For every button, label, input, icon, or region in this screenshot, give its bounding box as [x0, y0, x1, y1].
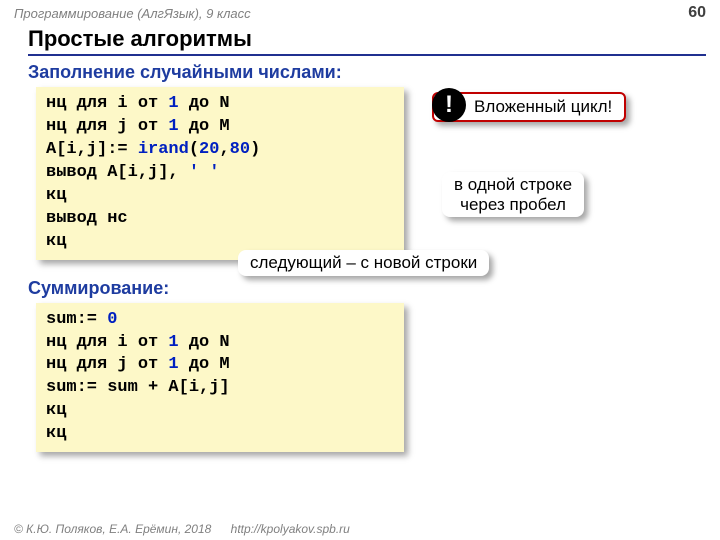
- section-sum-label: Суммирование:: [28, 278, 720, 299]
- callout-text: Вложенный цикл!: [474, 97, 612, 116]
- code-line: вывод A[i,j], ' ': [46, 163, 219, 182]
- code-line: кц: [46, 401, 66, 420]
- code-line: нц для j от 1 до M: [46, 117, 230, 136]
- copyright: © К.Ю. Поляков, Е.А. Ерёмин, 2018: [14, 522, 211, 536]
- code-line: нц для i от 1 до N: [46, 333, 230, 352]
- code-block-fill: нц для i от 1 до N нц для j от 1 до M A[…: [36, 87, 404, 260]
- code-line: нц для i от 1 до N: [46, 94, 230, 113]
- code-line: sum:= 0: [46, 310, 117, 329]
- exclamation-icon: !: [432, 88, 466, 122]
- code-line: нц для j от 1 до M: [46, 355, 230, 374]
- callout-text: в одной строке через пробел: [454, 175, 572, 214]
- callout-text: следующий – с новой строки: [250, 253, 477, 273]
- code-line: sum:= sum + A[i,j]: [46, 378, 230, 397]
- header-course: Программирование (АлгЯзык), 9 класс: [14, 6, 251, 21]
- callout-new-line: следующий – с новой строки: [238, 250, 489, 276]
- code-line: кц: [46, 186, 66, 205]
- code-line: вывод нс: [46, 209, 128, 228]
- code-line: кц: [46, 424, 66, 443]
- page-number: 60: [688, 4, 706, 22]
- code-line: кц: [46, 232, 66, 251]
- callout-same-line: в одной строке через пробел: [442, 172, 584, 217]
- code-block-sum: sum:= 0 нц для i от 1 до N нц для j от 1 …: [36, 303, 404, 453]
- page-title: Простые алгоритмы: [28, 26, 706, 56]
- footer-url: http://kpolyakov.spb.ru: [231, 522, 350, 536]
- callout-nested-loop: ! Вложенный цикл!: [432, 92, 626, 122]
- footer: © К.Ю. Поляков, Е.А. Ерёмин, 2018 http:/…: [14, 522, 350, 536]
- header-bar: Программирование (АлгЯзык), 9 класс 60: [0, 0, 720, 26]
- section-fill-label: Заполнение случайными числами:: [28, 62, 720, 83]
- code-line: A[i,j]:= irand(20,80): [46, 140, 260, 159]
